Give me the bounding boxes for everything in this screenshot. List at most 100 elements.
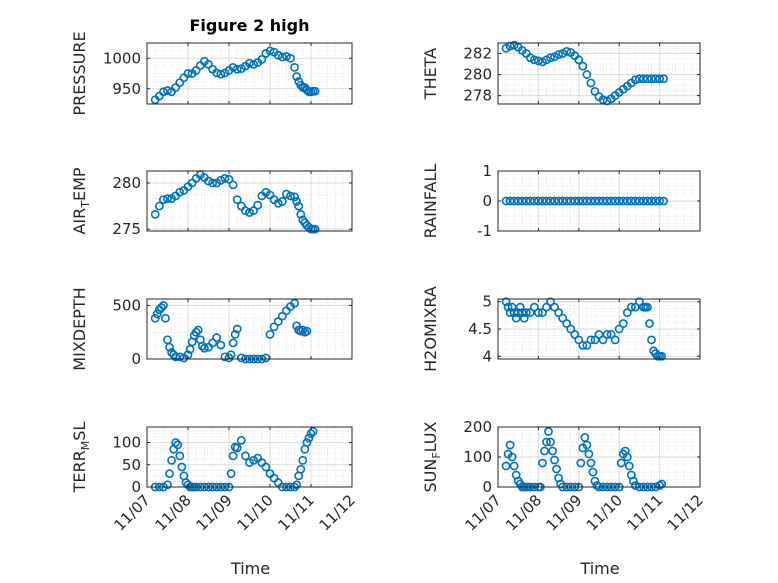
data-point (606, 196, 616, 206)
data-point (590, 335, 600, 345)
data-point (635, 297, 644, 307)
data-point (302, 326, 312, 336)
data-point (586, 196, 596, 206)
data-point (204, 176, 213, 186)
data-point (152, 309, 162, 319)
data-point (163, 335, 172, 345)
x-tick-label: 11/09 (542, 491, 585, 534)
data-point (544, 427, 553, 436)
panel-h2omixra: 4 4.5 5 H2OMIXRA (421, 286, 701, 372)
data-point (298, 455, 308, 465)
data-point (529, 55, 539, 65)
panel-sun_flux: 0 100 200 SUNFLUX 11/0711/0811/0911/1011/111… (421, 418, 707, 578)
data-point (584, 449, 594, 459)
data-point (513, 196, 523, 206)
data-point (163, 194, 172, 204)
data-point (505, 440, 515, 450)
data-point (515, 302, 525, 312)
data-point (156, 303, 166, 312)
data-point (505, 196, 515, 206)
data-point (534, 56, 543, 66)
y-tick-label: 0 (131, 478, 141, 496)
data-point (598, 95, 608, 105)
data-point (594, 196, 604, 206)
data-point (158, 195, 168, 205)
data-point (150, 313, 160, 323)
data-point (302, 85, 312, 95)
data-point (292, 480, 302, 490)
data-point (292, 197, 302, 206)
data-point (165, 342, 174, 352)
data-point (606, 330, 616, 339)
data-point (574, 55, 584, 65)
data-point (208, 338, 217, 348)
axes-box (497, 42, 701, 105)
data-point (534, 196, 543, 206)
x-tick-label: 11/10 (583, 491, 626, 534)
data-point (216, 69, 226, 79)
y-axis-label: H2OMIXRA (421, 286, 440, 372)
data-point (614, 324, 624, 334)
data-point (511, 313, 521, 323)
data-point (298, 325, 308, 335)
data-point (273, 50, 283, 60)
panel-theta: 278 280 282 THETA (421, 40, 701, 106)
data-point (216, 175, 226, 185)
data-point (630, 75, 640, 85)
y-tick-label: 275 (112, 220, 141, 238)
y-tick-label: 100 (463, 448, 492, 466)
panel-pressure: 950 1000 PRESSURE (70, 31, 353, 116)
data-point (265, 329, 275, 339)
data-point (226, 350, 236, 360)
y-tick-label: 200 (463, 418, 492, 436)
x-tick-label: 11/11 (623, 491, 666, 534)
data-point (513, 308, 523, 318)
data-point (655, 74, 664, 84)
data-point (546, 196, 555, 206)
data-point (521, 308, 531, 318)
data-point (296, 209, 306, 219)
y-tick-label: 500 (112, 296, 141, 314)
data-point (643, 196, 652, 206)
data-point (576, 458, 586, 468)
x-tick-label: 11/07 (462, 491, 505, 534)
data-point (562, 319, 572, 328)
data-point (220, 173, 230, 183)
data-point (643, 74, 652, 84)
data-point (294, 201, 304, 211)
chart-title: Figure 2 high (190, 16, 310, 35)
panel-mixdepth: 0 500 MIXDEPTH (70, 287, 353, 371)
data-point (158, 301, 168, 310)
x-tick-label: 11/12 (316, 491, 359, 534)
data-point (306, 429, 316, 439)
data-point (177, 462, 187, 472)
y-tick-label: 1000 (103, 49, 141, 67)
y-tick-label: 950 (112, 80, 141, 98)
data-point (228, 451, 238, 461)
data-point (265, 46, 275, 56)
data-point (302, 438, 312, 447)
x-tick-label: 11/08 (152, 491, 195, 534)
data-point (546, 437, 555, 447)
data-point (161, 313, 170, 323)
data-point (228, 338, 238, 348)
data-point (230, 329, 240, 339)
data-point (273, 198, 283, 208)
data-point (550, 302, 559, 312)
data-point (586, 458, 596, 468)
data-point (521, 196, 531, 206)
data-point (158, 87, 168, 97)
data-point (582, 340, 592, 350)
data-point (232, 443, 242, 453)
data-point (212, 68, 222, 78)
data-point (257, 55, 267, 64)
data-point (586, 335, 596, 345)
y-tick-label: 278 (463, 87, 492, 105)
data-point (175, 352, 185, 362)
data-point (290, 63, 299, 72)
data-point (277, 311, 287, 321)
data-point (659, 74, 669, 84)
panel-rainfall: -1 0 1 RAINFALL (421, 162, 701, 240)
data-point (509, 196, 519, 206)
data-point (310, 86, 320, 96)
